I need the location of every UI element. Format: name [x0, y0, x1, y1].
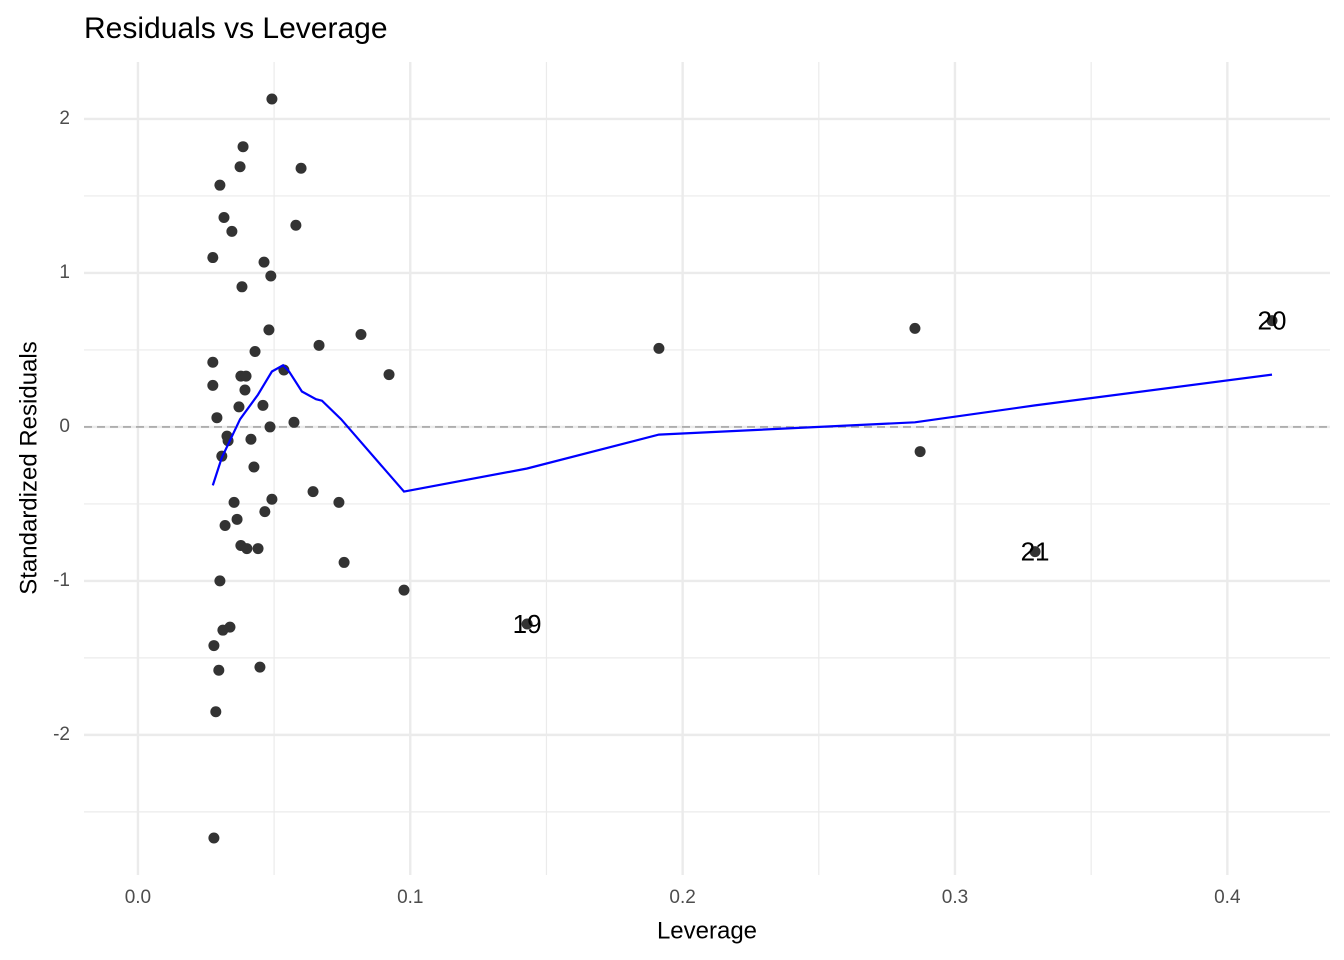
point — [217, 624, 229, 636]
y-tick-label: 0 — [59, 416, 70, 437]
point-label: 21 — [1021, 537, 1050, 567]
point — [241, 543, 253, 555]
x-tick-label: 0.3 — [942, 887, 968, 908]
y-tick-label: 1 — [59, 262, 70, 283]
smooth-line — [211, 363, 1273, 493]
point — [288, 416, 300, 428]
point — [233, 401, 245, 413]
point — [226, 225, 238, 237]
point — [266, 493, 278, 505]
y-axis-label: Standardized Residuals — [15, 341, 42, 595]
point — [248, 461, 260, 473]
point — [231, 513, 243, 525]
point — [355, 329, 367, 341]
point — [208, 832, 220, 844]
point — [333, 496, 345, 508]
point — [265, 270, 277, 282]
point — [313, 339, 325, 351]
point — [1029, 546, 1041, 558]
x-tick-label: 0.2 — [669, 887, 695, 908]
point — [1266, 315, 1278, 327]
point — [218, 212, 230, 224]
point — [234, 161, 246, 173]
point — [909, 322, 921, 334]
point — [214, 179, 226, 191]
point — [219, 519, 231, 531]
point — [259, 506, 271, 518]
point — [338, 556, 350, 568]
x-tick-label: 0.1 — [397, 887, 423, 908]
point — [249, 345, 261, 357]
y-tick-label: -2 — [53, 724, 70, 745]
point — [214, 575, 226, 587]
y-tick-label: 2 — [59, 108, 70, 129]
point — [239, 384, 251, 396]
point — [914, 446, 926, 458]
point — [213, 664, 225, 676]
x-axis-label: Leverage — [657, 917, 757, 944]
point — [207, 252, 219, 264]
x-tick-label: 0.0 — [125, 887, 151, 908]
point — [290, 219, 302, 231]
point — [211, 412, 223, 424]
point — [653, 342, 665, 354]
point — [258, 256, 270, 268]
point-label: 20 — [1258, 306, 1287, 336]
point — [245, 433, 257, 445]
point — [228, 496, 240, 508]
point — [207, 379, 219, 391]
point — [266, 93, 278, 105]
point — [398, 584, 410, 596]
point — [207, 356, 219, 368]
point — [236, 281, 248, 293]
point — [307, 486, 319, 498]
point — [263, 324, 275, 336]
point — [295, 162, 307, 174]
y-tick-label: -1 — [53, 570, 70, 591]
point — [257, 399, 269, 411]
point — [383, 369, 395, 381]
point — [521, 618, 533, 630]
point — [237, 141, 249, 153]
point — [264, 421, 276, 433]
point — [252, 543, 264, 555]
chart-title: Residuals vs Leverage — [84, 12, 388, 45]
x-tick-label: 0.4 — [1214, 887, 1241, 908]
point — [240, 370, 252, 382]
point — [208, 640, 220, 652]
point-label: 19 — [513, 609, 542, 639]
point — [254, 661, 266, 673]
point — [210, 706, 222, 718]
